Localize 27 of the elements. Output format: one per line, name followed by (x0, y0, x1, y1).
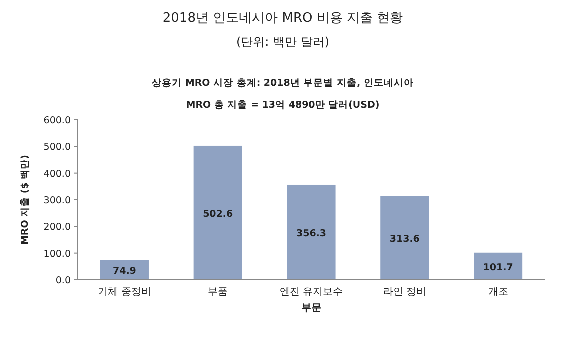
x-tick-label: 엔진 유지보수 (280, 287, 344, 298)
data-label: 74.9 (112, 266, 136, 278)
x-tick-label: 부품 (208, 287, 228, 298)
chart-subtitle: (단위: 백만 달러) (236, 35, 330, 49)
x-tick-label: 기체 중정비 (98, 287, 152, 298)
y-tick-label: 300.0 (44, 196, 71, 206)
y-tick-label: 200.0 (44, 222, 71, 234)
bar (194, 146, 242, 280)
text: MRO 총 지출 = 13억 4890만 달러(USD) (186, 100, 380, 111)
chart-title: 2018년 인도네시아 MRO 비용 지출 현황 (162, 11, 404, 26)
data-label: 101.7 (483, 262, 514, 274)
y-tick-label: 400.0 (44, 168, 71, 180)
data-label: 313.6 (390, 234, 420, 246)
y-axis-title: MRO 지출 ($ 백만) (20, 154, 31, 246)
data-label: 356.3 (296, 228, 327, 240)
y-tick-label: 600.0 (44, 116, 71, 126)
bar (380, 196, 430, 280)
text: 상용기 MRO 시장 총계: 2018년 부문별 지출, 인도네시아 (152, 78, 414, 89)
data-label: 502.6 (203, 208, 234, 220)
y-tick-label: 0.0 (56, 276, 71, 286)
x-tick-label: 개조 (488, 287, 508, 298)
x-tick-label: 라인 정비 (383, 287, 426, 298)
x-axis-title: 부문 (302, 303, 322, 314)
bar (474, 252, 523, 280)
bar (287, 184, 336, 280)
y-tick-label: 100.0 (44, 248, 71, 260)
y-tick-label: 500.0 (44, 142, 71, 154)
